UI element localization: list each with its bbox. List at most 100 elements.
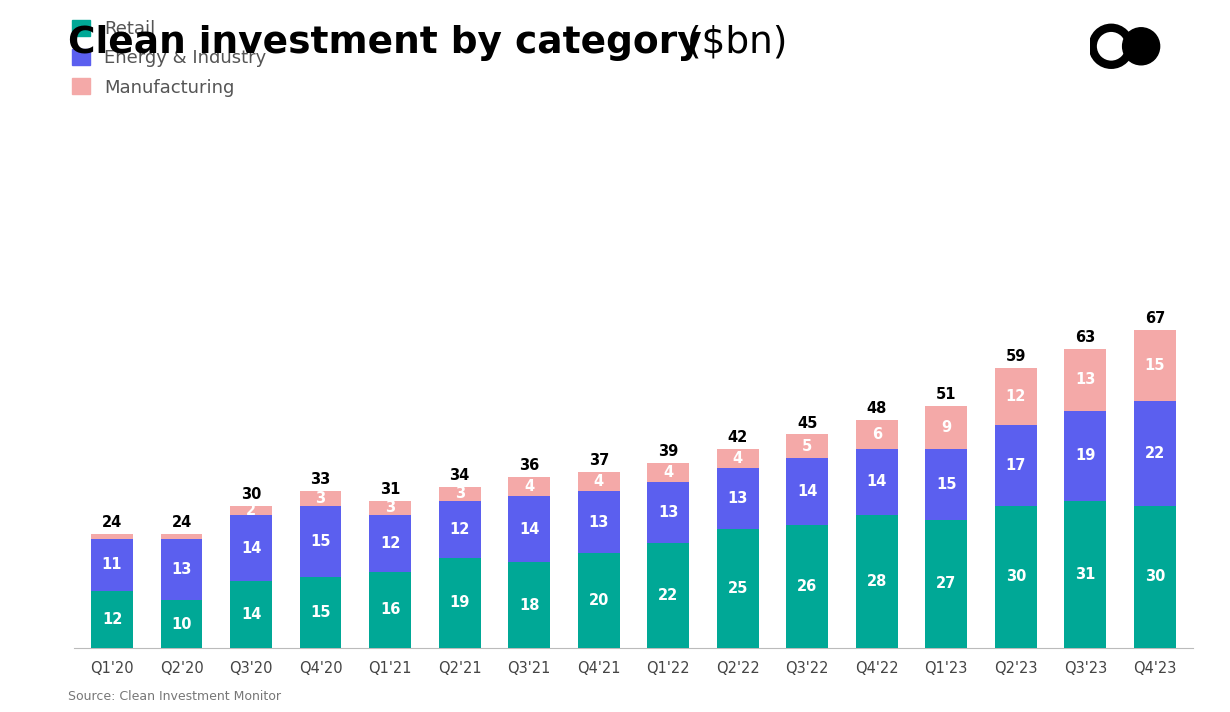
Bar — [856, 515, 898, 648]
Text: 19: 19 — [449, 595, 470, 610]
Bar — [1134, 506, 1176, 648]
Bar — [647, 543, 689, 648]
Bar — [786, 434, 828, 458]
Text: 15: 15 — [936, 476, 957, 492]
Text: 13: 13 — [1075, 372, 1096, 387]
Bar — [161, 534, 203, 539]
Text: 28: 28 — [867, 574, 887, 589]
Bar — [230, 506, 272, 515]
Text: 13: 13 — [171, 562, 192, 577]
Text: 12: 12 — [380, 536, 400, 551]
Legend: Retail, Energy & Industry, Manufacturing: Retail, Energy & Industry, Manufacturing — [71, 20, 267, 97]
Bar — [1064, 411, 1106, 501]
Bar — [161, 539, 203, 600]
Text: 14: 14 — [241, 540, 261, 556]
Bar — [578, 491, 620, 553]
Text: 42: 42 — [728, 430, 748, 445]
Bar — [995, 425, 1037, 506]
Bar — [369, 501, 411, 515]
Text: 31: 31 — [380, 482, 400, 497]
Text: 39: 39 — [658, 444, 678, 459]
Bar — [91, 591, 133, 648]
Text: 30: 30 — [241, 487, 261, 502]
Text: 17: 17 — [1006, 458, 1026, 473]
Bar — [647, 482, 689, 543]
Text: 24: 24 — [102, 515, 122, 530]
Bar — [508, 496, 550, 562]
Bar — [369, 572, 411, 648]
Bar — [786, 458, 828, 525]
Text: 4: 4 — [663, 465, 673, 480]
Text: 3: 3 — [455, 486, 465, 501]
Bar — [1064, 501, 1106, 648]
Text: ($bn): ($bn) — [675, 25, 787, 61]
Text: 6: 6 — [872, 426, 882, 442]
Text: 25: 25 — [728, 581, 748, 596]
Text: 3: 3 — [385, 501, 395, 515]
Bar — [369, 515, 411, 572]
Text: 12: 12 — [1006, 389, 1026, 404]
Circle shape — [1123, 28, 1160, 65]
Text: 15: 15 — [1145, 358, 1165, 373]
Text: 16: 16 — [380, 602, 400, 617]
Bar — [161, 600, 203, 648]
Bar — [925, 406, 967, 449]
Text: 4: 4 — [733, 451, 743, 466]
Bar — [856, 449, 898, 515]
Text: 26: 26 — [797, 579, 818, 594]
Text: 33: 33 — [310, 473, 331, 488]
Text: 13: 13 — [658, 505, 679, 520]
Text: 67: 67 — [1145, 311, 1165, 326]
Circle shape — [1092, 28, 1129, 65]
Bar — [578, 553, 620, 648]
Text: Clean investment by category: Clean investment by category — [68, 25, 701, 61]
Bar — [1064, 349, 1106, 411]
Text: 14: 14 — [797, 483, 818, 499]
Text: 14: 14 — [867, 474, 887, 489]
Text: 2: 2 — [246, 503, 256, 518]
Text: 22: 22 — [658, 588, 678, 603]
Text: 45: 45 — [797, 416, 818, 431]
Text: 15: 15 — [310, 533, 331, 549]
Bar — [578, 472, 620, 491]
Text: 10: 10 — [171, 617, 192, 632]
Text: 15: 15 — [310, 604, 331, 620]
Text: 22: 22 — [1145, 446, 1165, 461]
Bar — [508, 477, 550, 496]
Bar — [995, 506, 1037, 648]
Bar — [230, 582, 272, 648]
Text: 59: 59 — [1006, 349, 1026, 364]
Text: 63: 63 — [1075, 330, 1096, 345]
Bar — [1134, 330, 1176, 401]
Text: 51: 51 — [936, 387, 957, 402]
Bar — [91, 534, 133, 539]
Bar — [925, 520, 967, 648]
Bar — [300, 491, 342, 506]
Text: 20: 20 — [588, 593, 609, 608]
Bar — [925, 449, 967, 520]
Text: 48: 48 — [867, 402, 887, 417]
Bar — [230, 515, 272, 582]
Text: 9: 9 — [941, 419, 951, 435]
Text: 5: 5 — [802, 439, 812, 454]
Bar — [508, 562, 550, 648]
Text: 4: 4 — [524, 479, 534, 494]
Text: 12: 12 — [102, 612, 122, 627]
Bar — [1134, 401, 1176, 506]
Text: 14: 14 — [519, 522, 539, 537]
Text: 13: 13 — [728, 491, 748, 506]
Text: 3: 3 — [316, 491, 326, 506]
Bar — [856, 420, 898, 449]
Text: 12: 12 — [449, 522, 470, 537]
Text: 31: 31 — [1075, 567, 1096, 582]
Text: 30: 30 — [1006, 569, 1026, 585]
Text: 14: 14 — [241, 607, 261, 622]
Text: 18: 18 — [519, 597, 540, 613]
Bar — [717, 468, 759, 529]
Text: 19: 19 — [1075, 448, 1096, 464]
Text: 24: 24 — [171, 515, 192, 530]
Text: 11: 11 — [102, 557, 122, 572]
Bar — [717, 449, 759, 468]
Text: Source: Clean Investment Monitor: Source: Clean Investment Monitor — [68, 691, 280, 703]
Bar — [91, 539, 133, 591]
